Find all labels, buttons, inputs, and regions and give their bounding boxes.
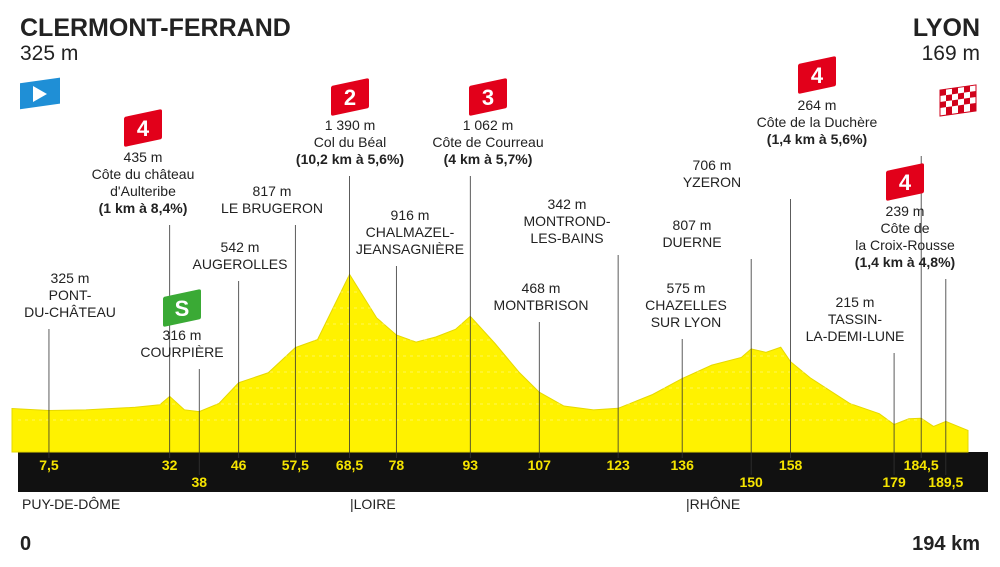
finish-name: LYON <box>913 14 980 42</box>
place-name: Col du Béal <box>314 134 386 150</box>
place-name: LA-DEMI-LUNE <box>806 328 905 344</box>
km-label: 184,5 <box>904 457 939 473</box>
climb-marker: 4 <box>124 109 162 147</box>
km-label: 38 <box>191 474 207 490</box>
place-name: DU-CHÂTEAU <box>24 304 116 320</box>
marker-label: 4 <box>811 63 824 88</box>
marker-label: 4 <box>137 116 150 141</box>
marker-badge <box>469 78 507 116</box>
marker-badge <box>163 289 201 327</box>
km-label: 179 <box>882 474 906 490</box>
place-name: d'Aulteribe <box>110 183 176 199</box>
distance-start: 0 <box>20 533 31 555</box>
place-name: Côte de <box>880 220 929 236</box>
place-name: CHALMAZEL- <box>366 224 455 240</box>
place-name: MONTROND- <box>523 213 610 229</box>
altitude: 575 m <box>667 280 706 296</box>
marker-badge <box>886 163 924 201</box>
km-label: 107 <box>528 457 552 473</box>
start-altitude: 325 m <box>20 42 78 65</box>
place-name: PONT- <box>49 287 92 303</box>
km-label: 93 <box>462 457 478 473</box>
place-name: (10,2 km à 5,6%) <box>296 151 404 167</box>
km-label: 46 <box>231 457 247 473</box>
km-label: 32 <box>162 457 178 473</box>
place-name: (1,4 km à 5,6%) <box>767 131 867 147</box>
marker-label: 3 <box>482 85 494 110</box>
place-name: DUERNE <box>662 234 721 250</box>
place-name: la Croix-Rousse <box>855 237 955 253</box>
km-label: 158 <box>779 457 803 473</box>
altitude: 916 m <box>391 207 430 223</box>
altitude: 706 m <box>693 157 732 173</box>
sprint-marker: S <box>163 289 201 327</box>
altitude: 342 m <box>548 196 587 212</box>
department: |RHÔNE <box>686 496 740 512</box>
altitude: 1 062 m <box>463 117 514 133</box>
km-label: 123 <box>606 457 630 473</box>
climb-marker: 4 <box>798 56 836 94</box>
place-name: (1 km à 8,4%) <box>99 200 188 216</box>
km-label: 189,5 <box>928 474 963 490</box>
place-name: Côte de la Duchère <box>757 114 878 130</box>
place-name: (4 km à 5,7%) <box>444 151 533 167</box>
km-label: 57,5 <box>282 457 309 473</box>
place-name: JEANSAGNIÈRE <box>356 241 464 257</box>
department: PUY-DE-DÔME <box>22 496 120 512</box>
altitude: 817 m <box>253 183 292 199</box>
finish-flag <box>939 84 977 117</box>
start-flag <box>20 77 60 110</box>
altitude: 239 m <box>886 203 925 219</box>
marker-label: 4 <box>899 170 912 195</box>
km-band <box>18 452 988 492</box>
place-name: SUR LYON <box>651 314 722 330</box>
marker-badge <box>331 78 369 116</box>
start-name: CLERMONT-FERRAND <box>20 14 291 42</box>
department: |LOIRE <box>350 496 396 512</box>
place-name: TASSIN- <box>828 311 883 327</box>
place-name: AUGEROLLES <box>193 256 288 272</box>
climb-marker: 2 <box>331 78 369 116</box>
finish-altitude: 169 m <box>922 42 980 65</box>
place-name: LE BRUGERON <box>221 200 323 216</box>
altitude: 807 m <box>673 217 712 233</box>
altitude: 264 m <box>798 97 837 113</box>
place-name: CHAZELLES <box>645 297 727 313</box>
km-label: 150 <box>739 474 763 490</box>
place-name: COURPIÈRE <box>140 344 223 360</box>
place-name: MONTBRISON <box>494 297 589 313</box>
place-name: YZERON <box>683 174 741 190</box>
km-label: 7,5 <box>39 457 59 473</box>
km-label: 136 <box>671 457 695 473</box>
profile-area <box>11 273 969 453</box>
climb-marker: 4 <box>886 163 924 201</box>
altitude: 435 m <box>124 149 163 165</box>
km-label: 78 <box>389 457 405 473</box>
marker-label: 2 <box>344 85 356 110</box>
place-name: Côte du château <box>92 166 195 182</box>
altitude: 215 m <box>836 294 875 310</box>
place-name: LES-BAINS <box>530 230 603 246</box>
distance-end: 194 km <box>912 533 980 555</box>
marker-badge <box>124 109 162 147</box>
place-name: Côte de Courreau <box>432 134 543 150</box>
km-label: 68,5 <box>336 457 363 473</box>
altitude: 542 m <box>221 239 260 255</box>
altitude: 468 m <box>522 280 561 296</box>
marker-badge <box>798 56 836 94</box>
marker-label: S <box>175 296 190 321</box>
altitude: 1 390 m <box>325 117 376 133</box>
altitude: 325 m <box>51 270 90 286</box>
altitude: 316 m <box>163 327 202 343</box>
place-name: (1,4 km à 4,8%) <box>855 254 955 270</box>
climb-marker: 3 <box>469 78 507 116</box>
